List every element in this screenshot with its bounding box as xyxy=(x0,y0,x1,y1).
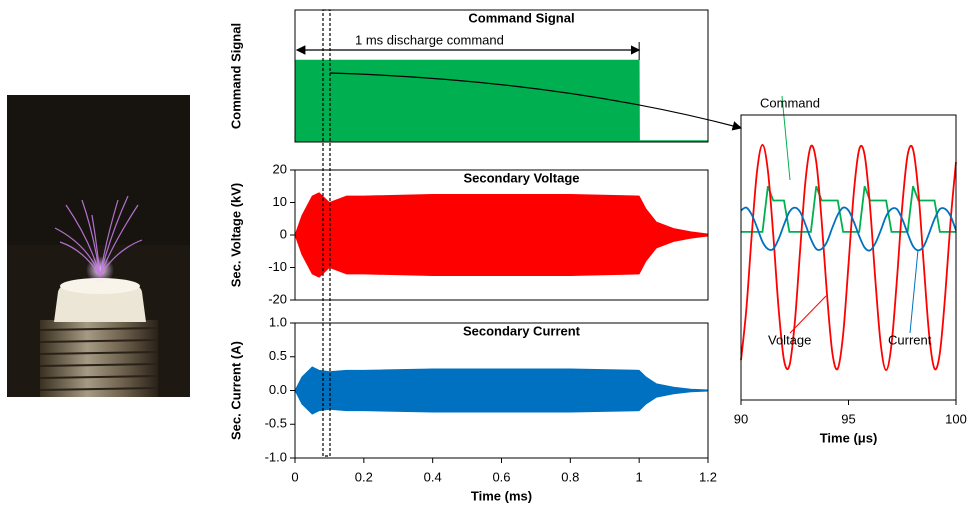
label-leader xyxy=(789,295,827,334)
x-tick-label: 0.6 xyxy=(492,469,510,484)
label-leader xyxy=(781,95,791,181)
y-tick-label: 1.0 xyxy=(269,314,287,329)
series-label: Current xyxy=(888,332,932,347)
y-tick-label: 0 xyxy=(280,226,287,241)
signal-envelope xyxy=(294,59,709,143)
signal-envelope xyxy=(294,366,709,415)
series-line xyxy=(740,206,957,252)
label-leader xyxy=(909,249,919,334)
y-tick-label: 0.0 xyxy=(269,382,287,397)
y-tick-label: 0.5 xyxy=(269,348,287,363)
panel-title: Command Signal xyxy=(468,10,574,25)
x-tick-label: 0.2 xyxy=(355,469,373,484)
y-tick-label: -10 xyxy=(268,259,287,274)
y-tick-label: -1.0 xyxy=(265,449,287,464)
series-line xyxy=(741,185,956,233)
y-axis-label: Command Signal xyxy=(228,23,243,129)
x-tick-label: 0.8 xyxy=(561,469,579,484)
charts: Command Signal Command Signal Secondary Vo… xyxy=(228,9,967,503)
y-axis-label: Sec. Voltage (kV) xyxy=(228,183,243,288)
y-tick-label: 20 xyxy=(273,161,287,176)
x-axis-label: Time (ms) xyxy=(471,488,532,503)
zoom-callout xyxy=(329,72,743,131)
x-axis-label: Time (μs) xyxy=(820,430,878,445)
x-tick-label: 1.2 xyxy=(699,469,717,484)
panel-title: Secondary Voltage xyxy=(463,170,579,185)
x-tick-label: 1 xyxy=(636,469,643,484)
y-tick-label: -20 xyxy=(268,291,287,306)
x-tick-label: 100 xyxy=(945,411,967,426)
x-tick-label: 0 xyxy=(291,469,298,484)
x-tick-label: 90 xyxy=(734,411,748,426)
photo xyxy=(7,95,190,397)
annotation: 1 ms discharge command xyxy=(355,32,504,47)
y-axis-label: Sec. Current (A) xyxy=(228,341,243,440)
x-tick-label: 0.4 xyxy=(424,469,442,484)
series-label: Voltage xyxy=(768,332,811,347)
series-label: Command xyxy=(760,95,820,110)
plot-frame xyxy=(294,9,709,143)
zoom-window xyxy=(322,9,331,457)
y-tick-label: 10 xyxy=(273,194,287,209)
signal-envelope xyxy=(294,192,709,278)
panel-title: Secondary Current xyxy=(463,323,581,338)
y-tick-label: -0.5 xyxy=(265,416,287,431)
series-line xyxy=(740,144,957,371)
x-tick-label: 95 xyxy=(841,411,855,426)
